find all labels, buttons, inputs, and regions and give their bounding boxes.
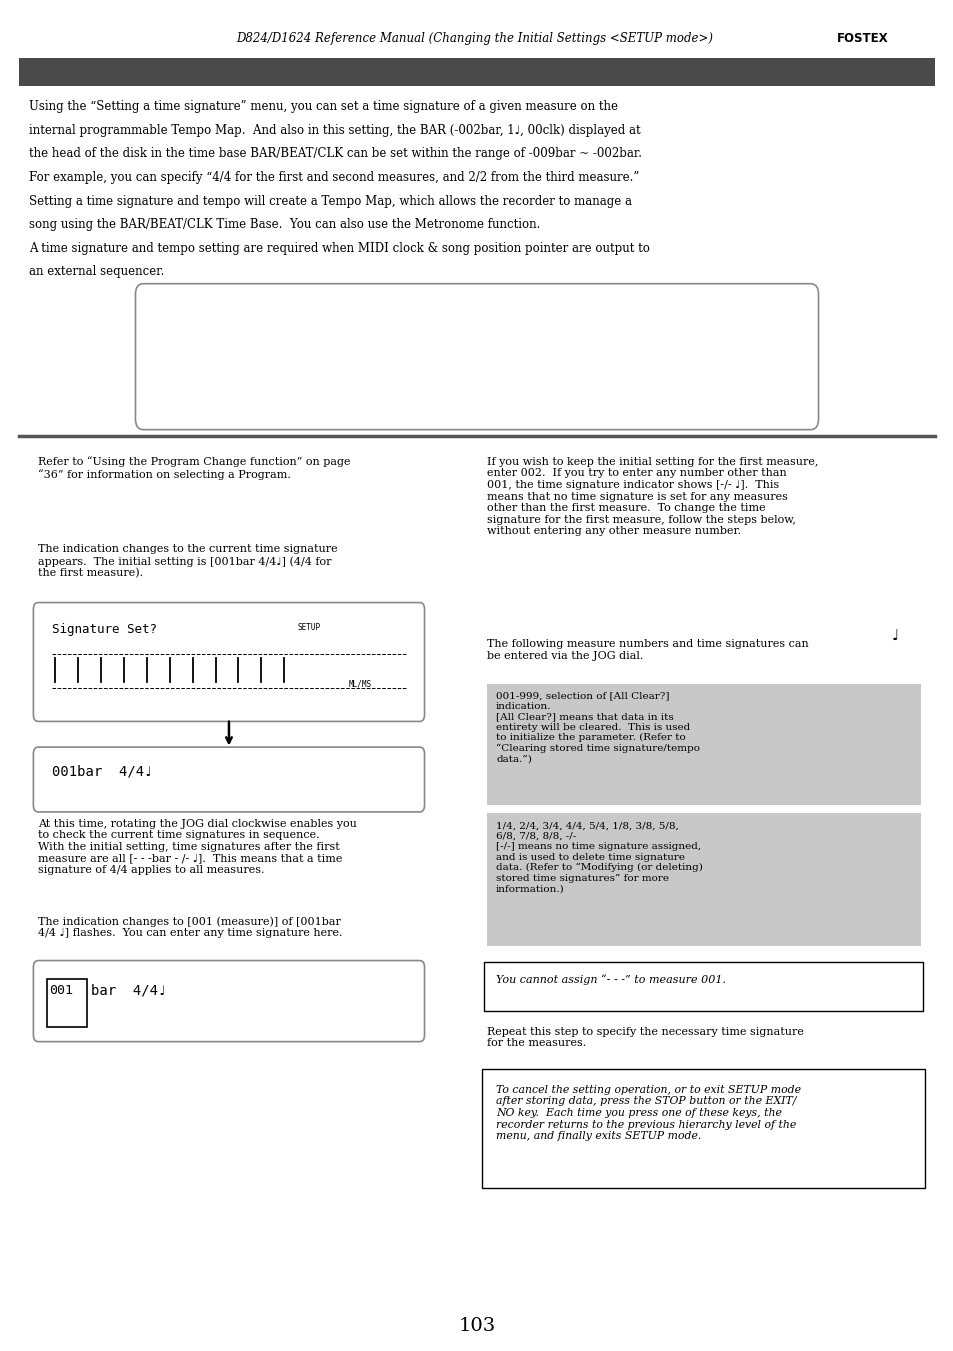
Text: The indication changes to [001 (measure)] of [001bar
4/4 ♩] flashes.  You can en: The indication changes to [001 (measure)… xyxy=(38,916,342,939)
Text: 1/4, 2/4, 3/4, 4/4, 5/4, 1/8, 3/8, 5/8,
6/8, 7/8, 8/8, -/-
[-/-] means no time s: 1/4, 2/4, 3/4, 4/4, 5/4, 1/8, 3/8, 5/8, … xyxy=(496,821,702,893)
Text: ML/MS: ML/MS xyxy=(348,680,371,689)
Text: Repeat this step to specify the necessary time signature
for the measures.: Repeat this step to specify the necessar… xyxy=(486,1027,802,1048)
FancyBboxPatch shape xyxy=(483,962,923,1011)
FancyBboxPatch shape xyxy=(47,979,87,1027)
Text: ♩: ♩ xyxy=(891,630,899,643)
Text: FOSTEX: FOSTEX xyxy=(836,32,887,46)
Text: You cannot assign “- - -” to measure 001.: You cannot assign “- - -” to measure 001… xyxy=(496,974,725,985)
Text: Using the “Setting a time signature” menu, you can set a time signature of a giv: Using the “Setting a time signature” men… xyxy=(29,100,617,113)
Text: 103: 103 xyxy=(457,1317,496,1335)
Text: For example, you can specify “4/4 for the first and second measures, and 2/2 fro: For example, you can specify “4/4 for th… xyxy=(29,172,639,184)
Text: bar  4/4♩: bar 4/4♩ xyxy=(91,984,166,997)
Text: Refer to “Using the Program Change function” on page
“36” for information on sel: Refer to “Using the Program Change funct… xyxy=(38,457,351,480)
Text: internal programmable Tempo Map.  And also in this setting, the BAR (-002bar, 1♩: internal programmable Tempo Map. And als… xyxy=(29,124,639,136)
Text: song using the BAR/BEAT/CLK Time Base.  You can also use the Metronome function.: song using the BAR/BEAT/CLK Time Base. Y… xyxy=(29,219,539,231)
Text: the head of the disk in the time base BAR/BEAT/CLK can be set within the range o: the head of the disk in the time base BA… xyxy=(29,147,641,161)
FancyBboxPatch shape xyxy=(33,603,424,721)
Text: At this time, rotating the JOG dial clockwise enables you
to check the current t: At this time, rotating the JOG dial cloc… xyxy=(38,819,356,875)
Text: If you wish to keep the initial setting for the first measure,
enter 002.  If yo: If you wish to keep the initial setting … xyxy=(486,457,817,536)
Text: A time signature and tempo setting are required when MIDI clock & song position : A time signature and tempo setting are r… xyxy=(29,242,649,255)
FancyBboxPatch shape xyxy=(481,1069,924,1188)
Bar xyxy=(486,684,920,805)
Text: D824/D1624 Reference Manual (Changing the Initial Settings <SETUP mode>): D824/D1624 Reference Manual (Changing th… xyxy=(236,32,717,46)
FancyBboxPatch shape xyxy=(135,284,818,430)
Text: an external sequencer.: an external sequencer. xyxy=(29,266,164,278)
Text: Signature Set?: Signature Set? xyxy=(51,623,156,636)
Text: Setting a time signature and tempo will create a Tempo Map, which allows the rec: Setting a time signature and tempo will … xyxy=(29,195,631,208)
FancyBboxPatch shape xyxy=(33,961,424,1042)
Bar xyxy=(486,813,920,946)
Text: The indication changes to the current time signature
appears.  The initial setti: The indication changes to the current ti… xyxy=(38,544,337,578)
Text: 001: 001 xyxy=(50,984,73,997)
Text: The following measure numbers and time signatures can
be entered via the JOG dia: The following measure numbers and time s… xyxy=(486,639,807,661)
Text: SETUP: SETUP xyxy=(297,623,320,632)
Text: To cancel the setting operation, or to exit SETUP mode
after storing data, press: To cancel the setting operation, or to e… xyxy=(496,1085,801,1142)
FancyBboxPatch shape xyxy=(33,747,424,812)
FancyBboxPatch shape xyxy=(19,58,934,86)
Text: 001-999, selection of [All Clear?]
indication.
[All Clear?] means that data in i: 001-999, selection of [All Clear?] indic… xyxy=(496,692,700,763)
Text: 001bar  4/4♩: 001bar 4/4♩ xyxy=(51,765,152,778)
